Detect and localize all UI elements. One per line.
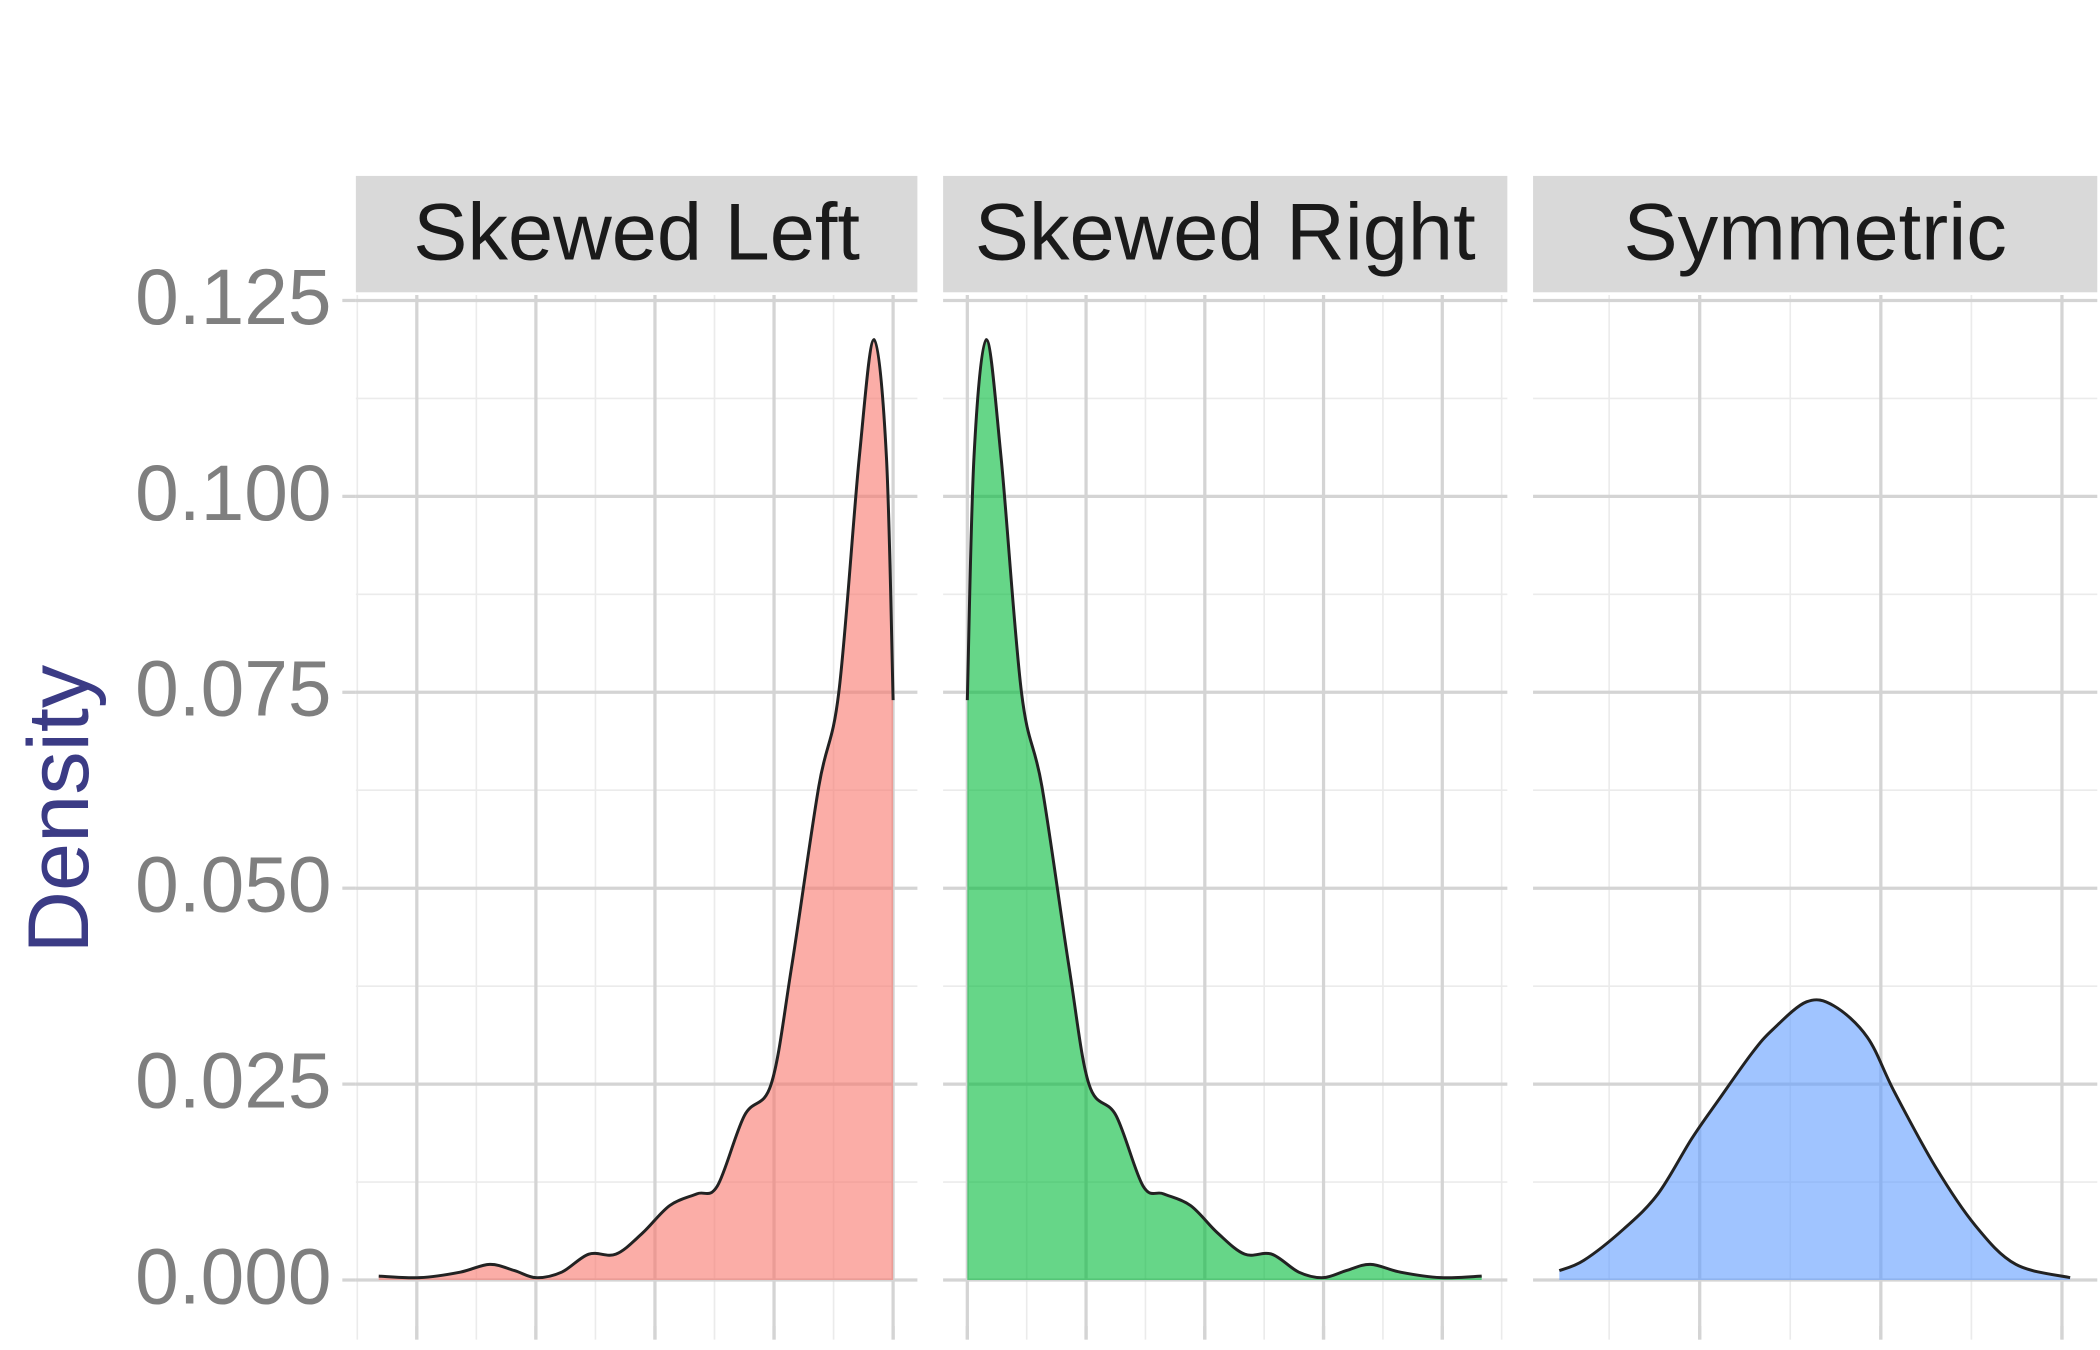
density-line	[1558, 998, 2071, 1280]
y-tick-label: 0.100	[135, 449, 331, 537]
y-axis-label: Density	[11, 664, 107, 953]
facet-strip	[355, 175, 918, 293]
y-tick-label: 0.075	[135, 645, 331, 733]
density-area	[967, 339, 1482, 1281]
facet-strip	[1533, 175, 2098, 293]
facet-title: Skewed Left	[413, 188, 860, 278]
y-tick-label: 0.050	[135, 841, 331, 929]
density-line	[378, 338, 895, 1280]
facet-strip	[943, 175, 1508, 293]
density-line	[965, 338, 1482, 1280]
density-area	[1559, 999, 2071, 1281]
y-tick-label: 0.000	[135, 1232, 331, 1320]
density-area	[378, 339, 894, 1281]
facet-title: Skewed Right	[975, 188, 1476, 278]
y-tick-label: 0.125	[135, 253, 331, 341]
y-tick-label: 0.025	[135, 1037, 331, 1125]
facet-title: Symmetric	[1624, 188, 2007, 278]
